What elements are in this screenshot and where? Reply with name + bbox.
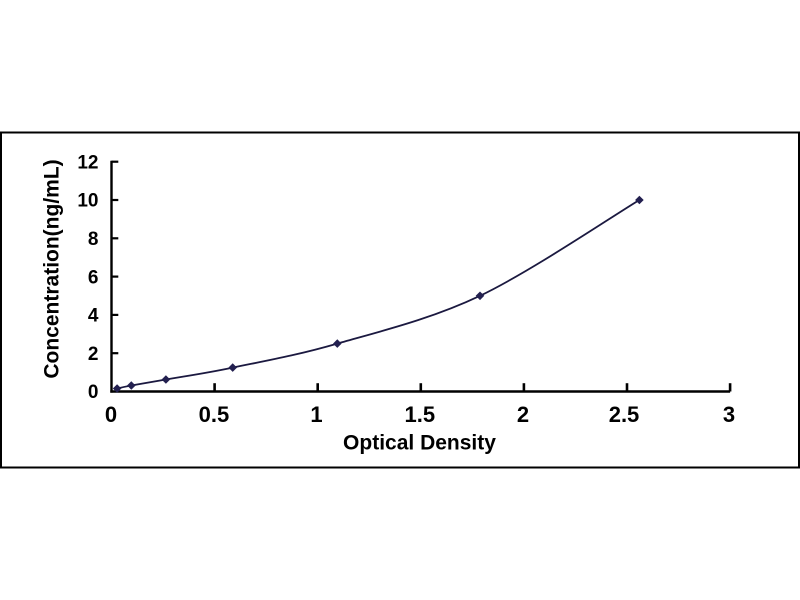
svg-text:2.5: 2.5 — [609, 402, 640, 427]
svg-text:6: 6 — [88, 267, 99, 288]
svg-text:8: 8 — [88, 229, 99, 250]
svg-text:0.5: 0.5 — [199, 402, 230, 427]
svg-text:Concentration(ng/mL): Concentration(ng/mL) — [41, 159, 64, 378]
svg-text:4: 4 — [88, 306, 99, 327]
svg-text:1.5: 1.5 — [405, 402, 436, 427]
svg-text:0: 0 — [105, 402, 117, 427]
svg-text:2: 2 — [517, 402, 529, 427]
svg-text:2: 2 — [88, 344, 99, 365]
svg-text:1: 1 — [310, 402, 322, 427]
svg-text:10: 10 — [77, 191, 98, 212]
svg-text:Optical Density: Optical Density — [343, 432, 496, 455]
svg-text:12: 12 — [77, 152, 98, 173]
svg-text:0: 0 — [88, 382, 99, 403]
svg-text:3: 3 — [723, 402, 735, 427]
